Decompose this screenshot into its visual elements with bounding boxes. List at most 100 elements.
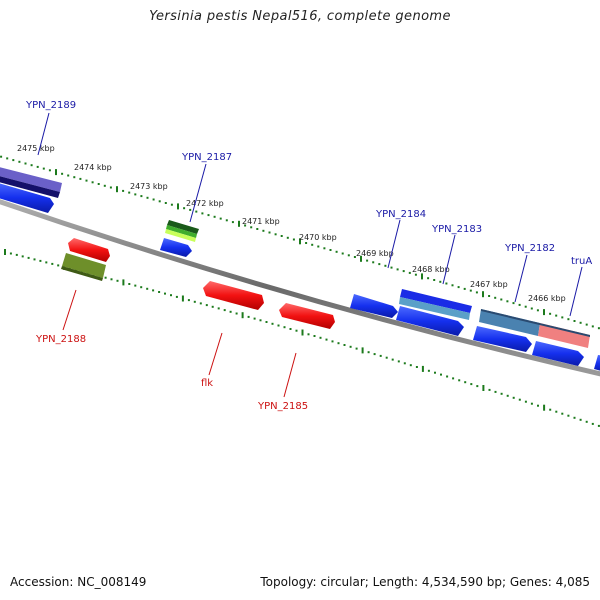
inner-ruler-minor-tick: [591, 422, 594, 425]
outer-ruler-minor-tick: [469, 289, 472, 292]
label-flk[interactable]: flk: [201, 378, 213, 389]
feature-ypn2187[interactable]: [165, 220, 199, 242]
inner-ruler-minor-tick: [337, 342, 340, 345]
outer-ruler-minor-tick: [244, 224, 247, 227]
inner-ruler-minor-tick: [494, 390, 497, 393]
label-ypn2187[interactable]: YPN_2187: [181, 152, 232, 163]
inner-ruler-minor-tick: [331, 340, 334, 343]
inner-ruler-minor-tick: [325, 338, 328, 341]
outer-ruler-minor-tick: [512, 302, 515, 305]
inner-ruler-minor-tick: [205, 304, 208, 307]
feature-ypn2188[interactable]: [61, 253, 106, 281]
gene-forward-1[interactable]: [0, 182, 54, 213]
label-ypn2182[interactable]: YPN_2182: [504, 243, 555, 254]
outer-ruler-minor-tick: [567, 318, 570, 321]
outer-ruler-minor-tick: [97, 183, 100, 185]
inner-ruler-major-tick: [241, 312, 244, 319]
outer-ruler-minor-tick: [353, 256, 356, 258]
outer-ruler-minor-tick: [506, 300, 509, 303]
inner-ruler-minor-tick: [567, 414, 570, 417]
gene-forward-7[interactable]: [594, 355, 600, 372]
outer-ruler-minor-tick: [268, 231, 271, 234]
outer-ruler-minor-tick: [85, 179, 88, 182]
gene-forward-3[interactable]: [350, 294, 398, 318]
inner-ruler-minor-tick: [403, 362, 406, 365]
outer-ruler-minor-tick: [12, 159, 15, 162]
inner-ruler-minor-tick: [271, 322, 274, 325]
label-ypn2183[interactable]: YPN_2183: [431, 224, 482, 235]
inner-ruler-minor-tick: [217, 307, 220, 310]
outer-ruler-minor-tick: [274, 233, 277, 236]
label-trua[interactable]: truA: [571, 256, 592, 267]
outer-ruler-minor-tick: [256, 228, 259, 230]
inner-ruler-minor-tick: [440, 373, 442, 376]
inner-ruler-minor-tick: [57, 264, 60, 267]
outer-ruler-minor-tick: [195, 210, 198, 213]
gene-forward-5[interactable]: [473, 326, 532, 352]
outer-ruler-minor-tick: [0, 155, 3, 158]
outer-ruler-minor-tick: [73, 176, 76, 179]
inner-ruler-minor-tick: [549, 408, 552, 411]
label-ypn2184[interactable]: YPN_2184: [375, 209, 426, 220]
outer-ruler-minor-tick: [201, 212, 204, 215]
inner-ruler-minor-tick: [524, 400, 527, 403]
outer-ruler-minor-tick: [225, 219, 228, 222]
feature-ypn2182-trua[interactable]: [479, 309, 590, 348]
feature-ypn2189-band[interactable]: [0, 166, 62, 198]
inner-ruler-minor-tick: [343, 344, 346, 346]
outer-ruler-minor-tick: [372, 261, 375, 264]
outer-ruler-minor-tick: [36, 165, 39, 168]
outer-ruler-major-tick: [299, 238, 301, 245]
outer-ruler-minor-tick: [524, 305, 527, 308]
inner-ruler-minor-tick: [253, 317, 256, 320]
inner-ruler-minor-tick: [458, 379, 461, 382]
outer-ruler-major-tick: [482, 291, 484, 298]
outer-ruler-minor-tick: [573, 320, 576, 322]
outer-ruler-minor-tick: [213, 215, 216, 218]
label-ypn2185[interactable]: YPN_2185: [257, 401, 308, 412]
outer-ruler-minor-tick: [439, 280, 442, 283]
gene-forward-2[interactable]: [160, 238, 192, 257]
outer-ruler-minor-tick: [286, 236, 289, 239]
outer-ruler-minor-tick: [585, 323, 588, 326]
reverse-genes: [68, 238, 335, 329]
inner-ruler-major-tick: [361, 347, 364, 354]
gene-forward-4[interactable]: [396, 306, 464, 336]
outer-ruler-minor-tick: [457, 286, 460, 289]
inner-ruler-minor-tick: [265, 321, 268, 323]
inner-ruler-minor-tick: [379, 354, 382, 357]
outer-ruler-minor-tick: [408, 271, 411, 274]
inner-ruler-minor-tick: [397, 360, 400, 363]
outer-ruler-minor-tick: [30, 164, 33, 167]
label-ypn2188[interactable]: YPN_2188: [35, 334, 86, 345]
outer-ruler-minor-tick: [262, 229, 265, 232]
gene-forward-6[interactable]: [532, 341, 584, 366]
gene-reverse-1[interactable]: [68, 238, 110, 262]
inner-ruler-minor-tick: [158, 291, 161, 293]
outer-ruler-minor-tick: [396, 268, 399, 271]
outer-ruler-major-tick: [238, 220, 240, 227]
outer-ruler-minor-tick: [366, 259, 369, 262]
label-ypn2189[interactable]: YPN_2189: [25, 100, 76, 111]
outer-ruler-minor-tick: [103, 184, 106, 187]
outer-ruler-minor-tick: [48, 169, 51, 172]
gene-reverse-3[interactable]: [279, 303, 335, 329]
outer-ruler-minor-tick: [402, 270, 405, 273]
inner-ruler-minor-tick: [259, 319, 262, 322]
inner-ruler-minor-tick: [415, 366, 418, 368]
inner-ruler-minor-tick: [152, 289, 155, 292]
outer-ruler-minor-tick: [42, 167, 45, 170]
inner-ruler-minor-tick: [476, 385, 479, 388]
map-title: Yersinia pestis Nepal516, complete genom…: [149, 9, 451, 24]
inner-ruler-minor-tick: [223, 309, 226, 312]
outer-ruler-minor-tick: [280, 235, 283, 237]
feature-ypn2184-2183[interactable]: [399, 289, 472, 320]
outer-ruler-minor-tick: [591, 325, 594, 328]
inner-ruler-minor-tick: [27, 256, 30, 259]
outer-ruler-minor-tick: [347, 254, 350, 257]
inner-ruler-minor-tick: [21, 255, 24, 258]
ruler-label-2475: 2475 kbp: [17, 144, 55, 153]
inner-ruler-minor-tick: [349, 345, 352, 348]
gene-reverse-2[interactable]: [203, 281, 264, 310]
inner-ruler-minor-tick: [355, 347, 358, 350]
